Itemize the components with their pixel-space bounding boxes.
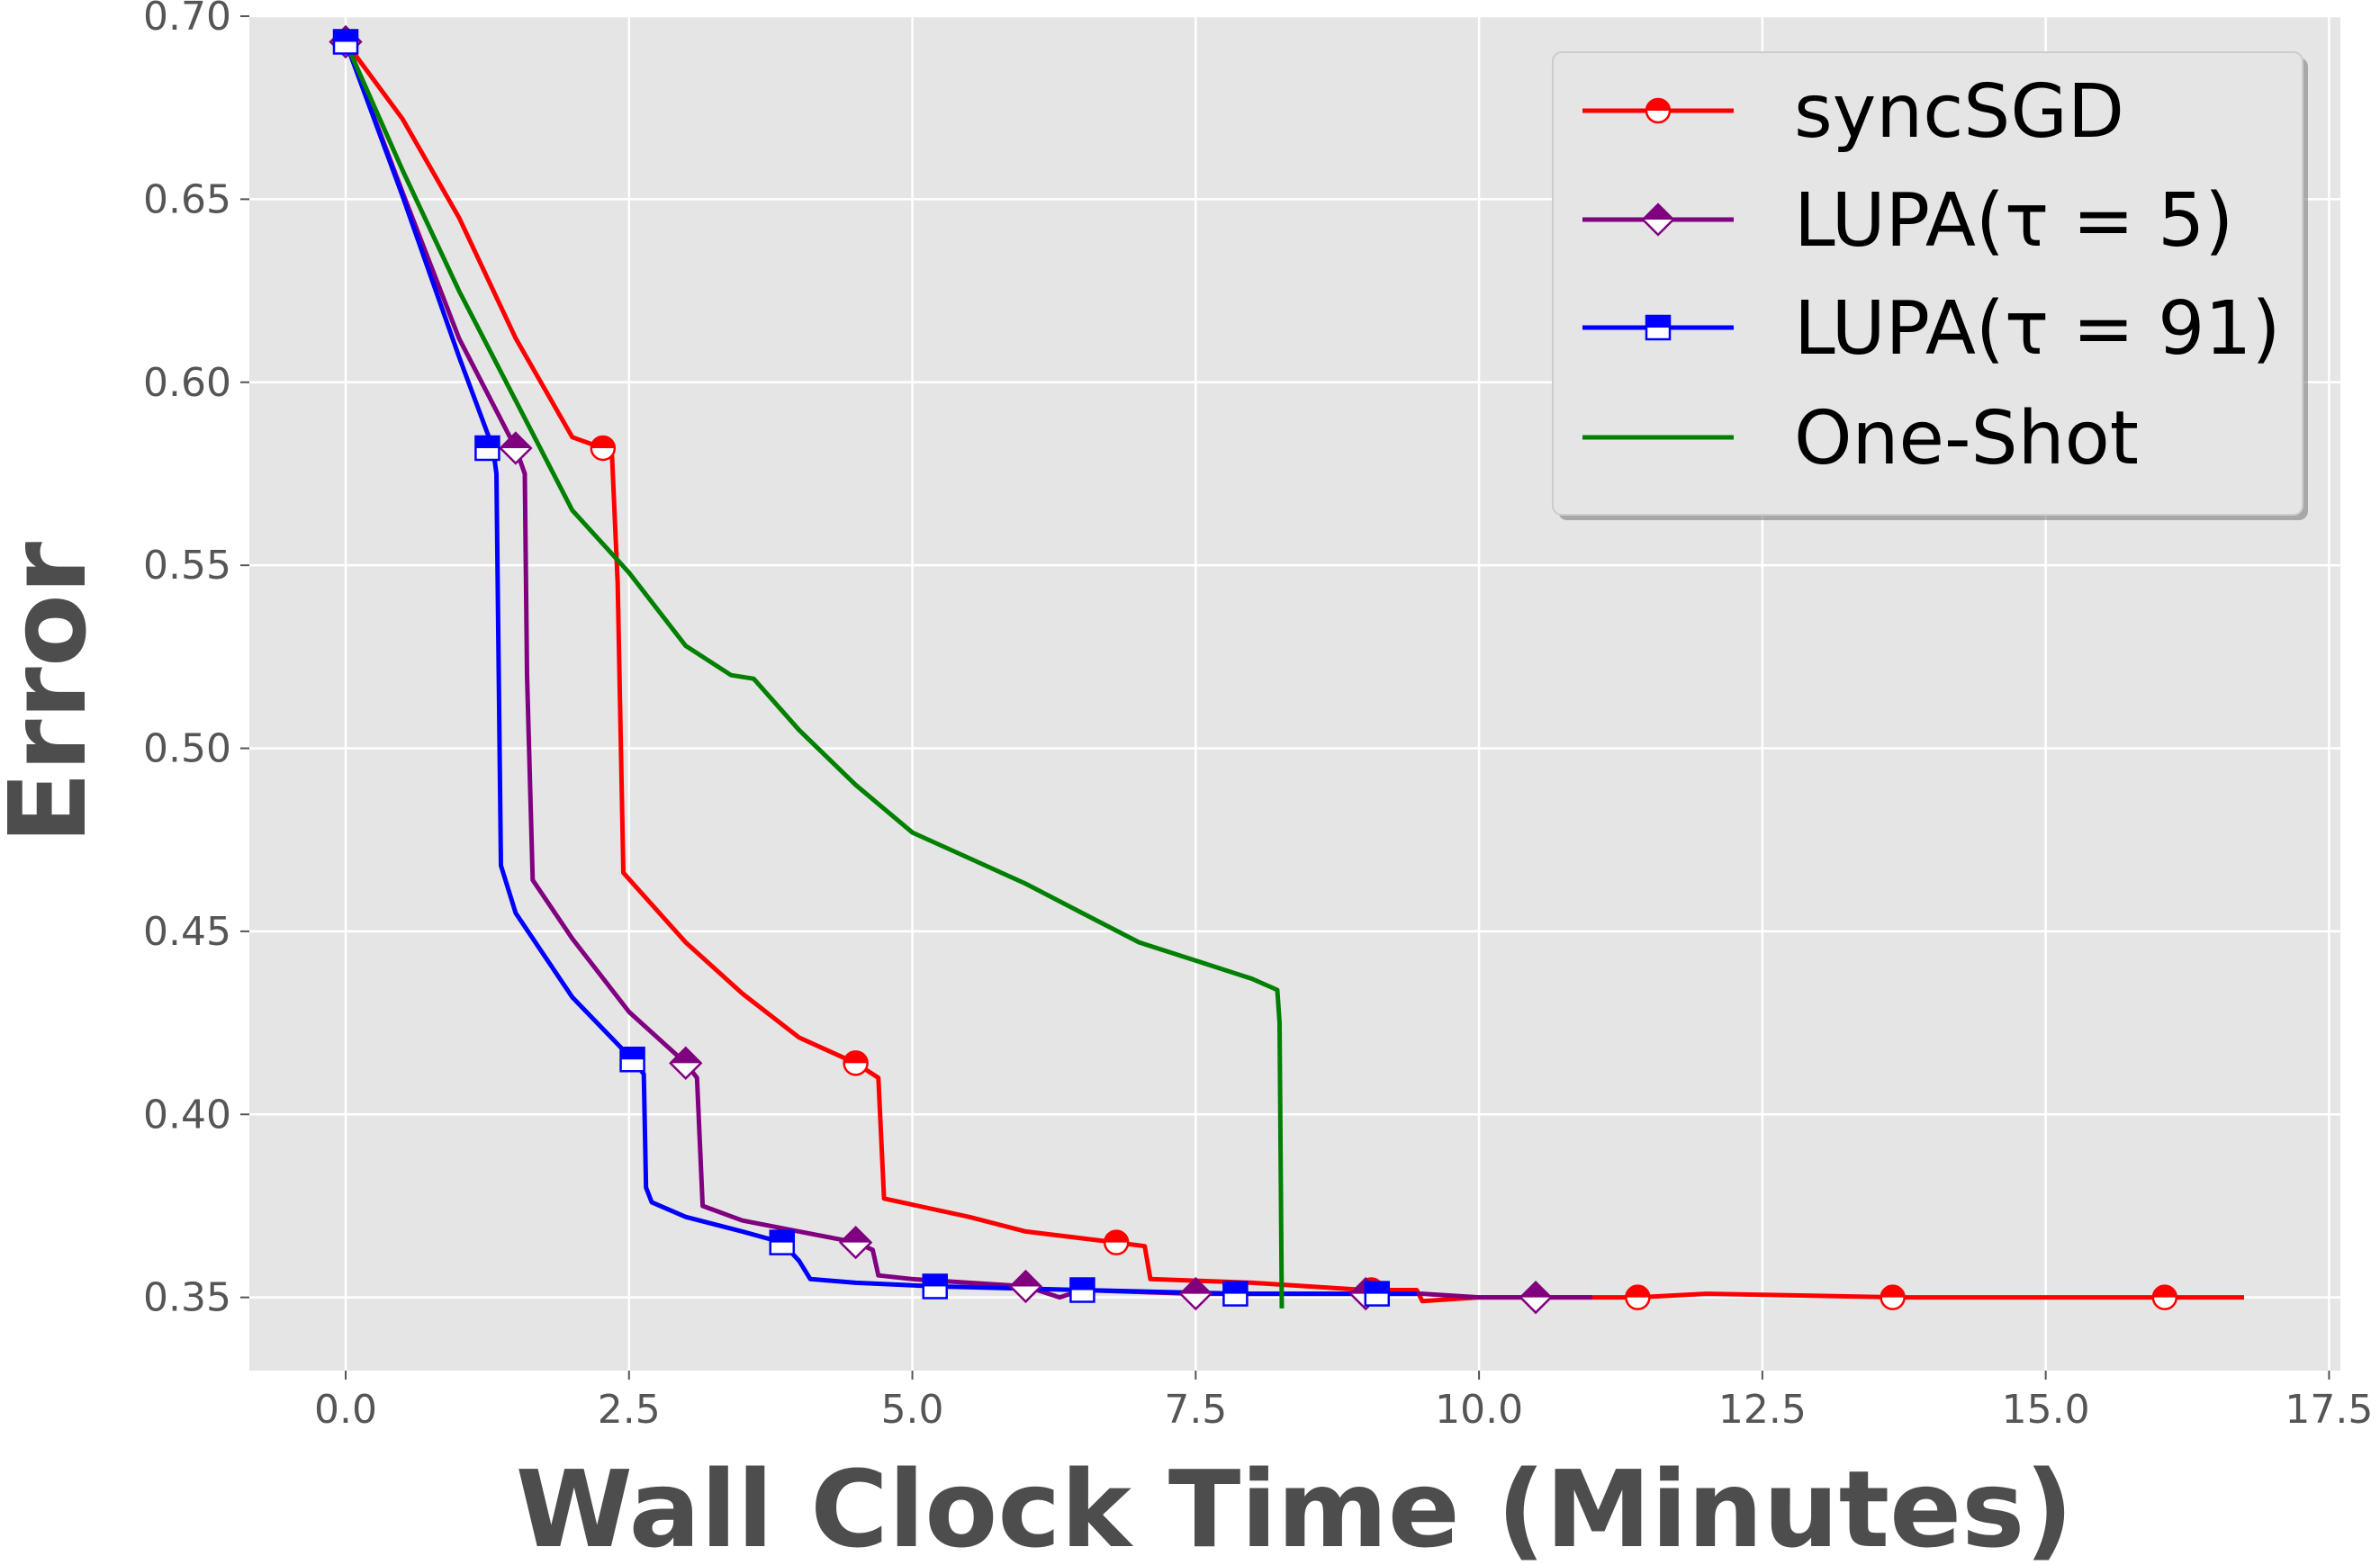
legend-marker-1-fill	[1643, 204, 1673, 220]
y-axis-ticks: 0.35 0.40 0.45 0.50 0.55 0.60 0.65 0.70	[143, 0, 249, 1321]
legend: syncSGD LUPA(τ = 5) LUPA(τ = 91) One-Shot	[1552, 51, 2308, 520]
series-0-marker-fill	[1104, 1230, 1129, 1243]
legend-label-1: LUPA(τ = 5)	[1794, 178, 2233, 264]
legend-entries: syncSGD LUPA(τ = 5) LUPA(τ = 91) One-Shot	[1582, 69, 2280, 481]
legend-marker-0-fill	[1646, 99, 1670, 111]
y-tick-label: 0.50	[143, 726, 231, 772]
y-tick-label: 0.55	[143, 543, 231, 589]
series-lines	[343, 40, 2244, 1309]
x-tick-label: 10.0	[1435, 1387, 1523, 1433]
series-2-marker-fill	[334, 30, 358, 42]
x-axis-title: Wall Clock Time (Minutes)	[516, 1447, 2074, 1565]
series-0-marker-fill	[2152, 1285, 2177, 1298]
series-1-marker-fill	[840, 1227, 871, 1243]
series-2-marker-fill	[620, 1048, 645, 1060]
x-tick-label: 2.5	[598, 1387, 661, 1433]
y-tick-label: 0.45	[143, 909, 231, 955]
legend-label-3: One-Shot	[1794, 396, 2139, 481]
y-tick-label: 0.65	[143, 176, 231, 222]
series-1-marker-fill	[1520, 1282, 1551, 1298]
legend-label-2: LUPA(τ = 91)	[1794, 286, 2280, 372]
series-0-marker-fill	[843, 1051, 868, 1064]
series-1-marker-fill	[1180, 1278, 1212, 1294]
series-1-marker-fill	[670, 1048, 701, 1064]
series-0-marker-fill	[590, 436, 615, 448]
y-tick-label: 0.40	[143, 1092, 231, 1138]
series-2-marker-fill	[1070, 1278, 1095, 1291]
series-1-marker-fill	[500, 433, 531, 448]
x-tick-label: 7.5	[1164, 1387, 1227, 1433]
x-axis-ticks: 0.0 2.5 5.0 7.5 10.0 12.5 15.0 17.5	[314, 1371, 2373, 1433]
x-tick-label: 5.0	[881, 1387, 944, 1433]
grid	[249, 14, 2340, 1371]
series-2-marker-fill	[770, 1230, 794, 1243]
y-tick-label: 0.35	[143, 1275, 231, 1321]
legend-box	[1552, 51, 2303, 516]
y-tick-label: 0.70	[143, 0, 231, 40]
series-2-marker-fill	[1223, 1282, 1248, 1294]
x-tick-label: 15.0	[2002, 1387, 2090, 1433]
series-1-marker-fill	[1010, 1271, 1041, 1287]
series-markers	[329, 24, 2178, 1315]
series-2-marker-fill	[1365, 1282, 1389, 1294]
x-tick-label: 0.0	[314, 1387, 377, 1433]
series-line-2	[343, 40, 1417, 1297]
y-axis-title: Error	[0, 542, 110, 844]
series-2-marker-fill	[923, 1274, 947, 1287]
series-2-marker-fill	[475, 436, 500, 448]
y-tick-label: 0.60	[143, 360, 231, 406]
series-line-3	[343, 40, 1285, 1309]
legend-label-0: syncSGD	[1794, 69, 2124, 155]
series-0-marker-fill	[1880, 1285, 1905, 1298]
legend-marker-2-fill	[1646, 316, 1670, 328]
x-tick-label: 17.5	[2285, 1387, 2373, 1433]
x-tick-label: 12.5	[1718, 1387, 1807, 1433]
series-0-marker-fill	[1626, 1285, 1650, 1298]
